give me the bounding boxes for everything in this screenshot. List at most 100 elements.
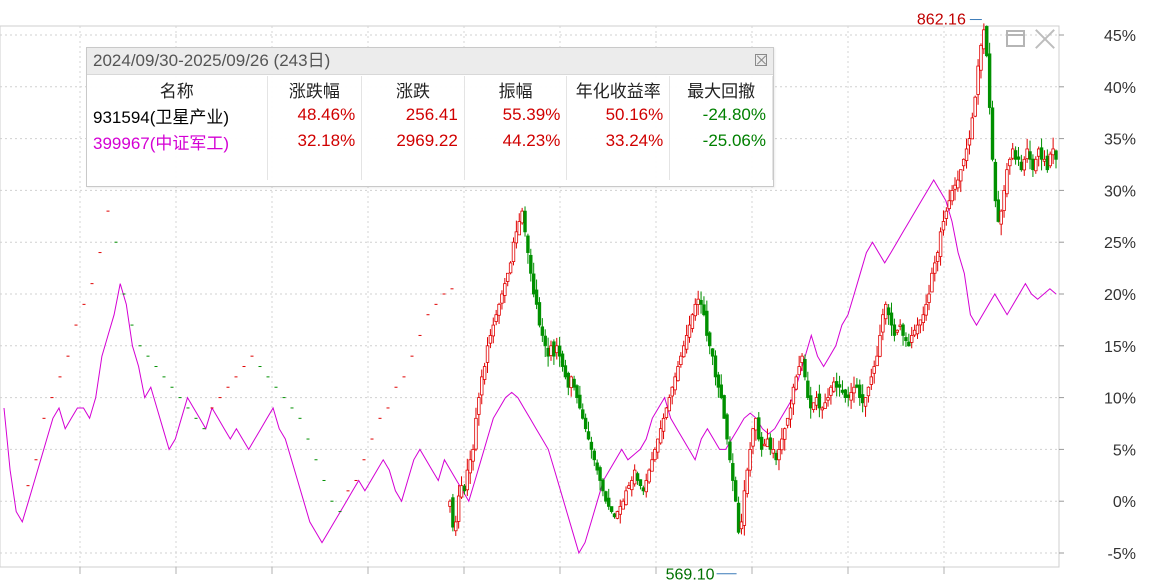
candle-body (503, 283, 507, 296)
candle-body (705, 310, 709, 336)
candle-body (757, 417, 761, 440)
y-tick-label: 15% (1104, 339, 1136, 356)
candle-body (687, 324, 692, 338)
candle-body (641, 487, 646, 492)
candle-body (607, 497, 611, 507)
candle-body (907, 341, 911, 347)
candle-body (702, 304, 706, 316)
candle-body (451, 497, 455, 528)
stats-header-row: 名称 涨跌幅 涨跌 振幅 年化收益率 最大回撤 (87, 76, 773, 102)
candle-body (751, 428, 755, 447)
candle-body (601, 479, 605, 492)
candle-body (837, 384, 842, 388)
candle-body (904, 337, 908, 342)
candle-body (956, 179, 960, 189)
benchmark-series (3, 179, 1057, 555)
row-amplitude: 44.23% (464, 128, 568, 154)
header-annualized: 年化收益率 (566, 76, 671, 102)
candle-body (1025, 148, 1029, 160)
candle-body (1002, 189, 1006, 211)
candle-body (846, 394, 850, 398)
close-icon[interactable] (1034, 28, 1056, 50)
candle-body (762, 443, 767, 447)
candle-body (569, 376, 573, 389)
candle-body (999, 210, 1003, 225)
candle-body (661, 417, 666, 432)
candle-body (933, 262, 937, 274)
candle-body (485, 345, 490, 363)
candle-body (1008, 158, 1012, 167)
candle-body (976, 65, 980, 95)
candle-body (609, 506, 614, 512)
candle-body (950, 189, 954, 202)
candle-body (480, 376, 484, 396)
y-tick-label: 35% (1104, 132, 1136, 149)
candle-body (693, 303, 697, 317)
candle-body (708, 332, 712, 347)
candle-body (531, 273, 536, 295)
candle-body (935, 252, 940, 262)
candle-body (884, 303, 888, 320)
candle-body (990, 107, 995, 160)
restore-icon[interactable] (1006, 30, 1025, 47)
y-tick-label: 0% (1113, 494, 1136, 511)
stats-row-military[interactable]: 399967(中证军工) 32.18% 2969.22 44.23% 33.24… (87, 128, 773, 154)
candle-body (927, 293, 931, 303)
candle-body (1016, 156, 1021, 160)
candle-body (710, 348, 715, 357)
panel-close-icon[interactable] (755, 54, 767, 66)
stats-table: 名称 涨跌幅 涨跌 振幅 年化收益率 最大回撤 931594(卫星产业) 48.… (87, 76, 773, 180)
y-axis: 45% 40% 35% 30% 25% 20% 15% 10% 5% 0% -5% (1059, 28, 1136, 563)
candle-body (768, 437, 773, 450)
candle-body (820, 407, 824, 411)
candle-body (578, 394, 582, 409)
candle-body (731, 463, 735, 481)
candle-body (967, 138, 972, 146)
candle-body (491, 324, 495, 337)
candle-body (552, 341, 556, 357)
y-tick-label: 5% (1113, 442, 1136, 459)
candle-body (635, 473, 640, 481)
candle-body (852, 386, 856, 394)
candle-body (869, 376, 874, 385)
candle-body (987, 53, 992, 108)
candle-body (500, 293, 504, 304)
candle-body (797, 366, 801, 376)
candle-body (462, 485, 467, 492)
candle-body (592, 450, 596, 461)
candle-body (840, 389, 845, 393)
y-tick-label: 30% (1104, 183, 1136, 200)
candle-body (557, 345, 562, 357)
candle-body (947, 200, 951, 210)
row-annualized: 33.24% (566, 128, 671, 154)
candle-body (1051, 148, 1055, 156)
candle-body (872, 366, 876, 374)
stats-panel[interactable]: 2024/09/30-2025/09/26 (243日) 名称 涨跌幅 涨跌 振… (86, 47, 774, 187)
candle-body (777, 448, 781, 461)
stats-row-satellite[interactable]: 931594(卫星产业) 48.46% 256.41 55.39% 50.16%… (87, 102, 773, 128)
high-label: 862.16 (917, 12, 966, 29)
candle-body (1005, 169, 1009, 195)
candle-body (1028, 151, 1032, 160)
candle-body (823, 402, 827, 409)
candle-body (529, 254, 533, 274)
header-change-pct: 涨跌幅 (267, 76, 363, 102)
candle-body (941, 221, 946, 231)
y-tick-label: 45% (1104, 28, 1136, 45)
candle-body (771, 448, 775, 454)
candle-body (1048, 153, 1052, 167)
candle-body (912, 329, 917, 336)
candle-body (676, 366, 680, 382)
candle-body (526, 235, 530, 253)
candle-body (506, 272, 510, 282)
candle-body (728, 441, 732, 461)
candle-body (1031, 158, 1035, 171)
candle-body (783, 428, 787, 440)
row-name: 399967(中证军工) (87, 128, 268, 154)
candle-body (664, 407, 669, 418)
candle-body (696, 298, 700, 305)
candle-body (604, 491, 608, 502)
candle-body (690, 314, 695, 329)
candle-body (488, 335, 493, 344)
candle-body (1034, 158, 1038, 172)
